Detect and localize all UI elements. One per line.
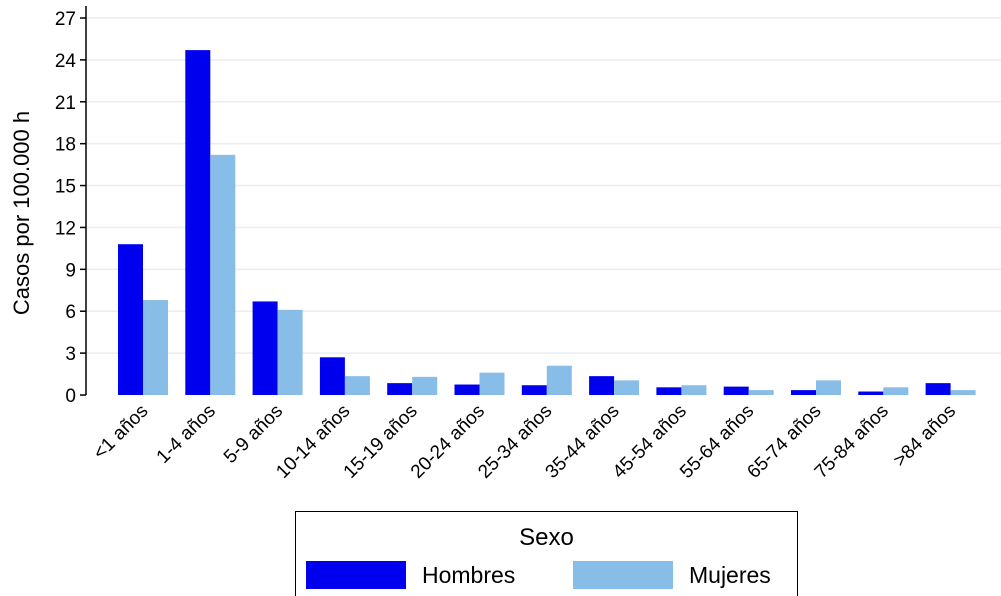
bar-mujeres [479, 372, 505, 395]
bar-hombres [925, 383, 951, 395]
legend-swatch-mujeres [573, 561, 673, 589]
y-tick-label: 21 [55, 93, 76, 114]
y-tick-label: 27 [55, 9, 76, 30]
legend-item-mujeres: Mujeres [573, 561, 771, 589]
x-tick-label: 1-4 años [153, 401, 220, 468]
x-tick-label: >84 años [890, 401, 961, 472]
bar-hombres [118, 244, 143, 395]
bar-hombres [858, 391, 884, 395]
legend-label-mujeres: Mujeres [689, 561, 771, 588]
legend-item-hombres: Hombres [306, 561, 515, 589]
y-tick-label: 24 [55, 51, 77, 72]
bars [118, 50, 976, 396]
bar-mujeres [412, 376, 438, 395]
y-axis-title: Casos por 100.000 h [9, 111, 34, 315]
y-tick-label: 15 [55, 177, 76, 198]
bar-hombres [589, 376, 615, 395]
legend-label-hombres: Hombres [422, 561, 516, 588]
y-tick-label: 3 [65, 344, 76, 365]
x-tick-label: 5-9 años [220, 401, 287, 468]
bar-mujeres [143, 300, 168, 395]
bar-hombres [791, 390, 816, 395]
bar-mujeres [748, 390, 774, 395]
bar-hombres [521, 385, 547, 395]
y-tick-label: 12 [55, 218, 76, 239]
bar-hombres [252, 301, 278, 395]
legend-swatch-hombres [306, 561, 406, 589]
bar-mujeres [277, 309, 303, 395]
legend: Sexo Hombres Mujeres [295, 511, 798, 596]
bar-hombres [319, 357, 345, 395]
bar-mujeres [681, 385, 707, 395]
bar-mujeres [950, 390, 976, 395]
bar-chart: 0 3 6 9 12 15 18 21 24 27 <1 años 1-4 años 5-9 años… [9, 6, 1001, 483]
bar-hombres [723, 386, 749, 395]
y-tick-label: 6 [65, 302, 76, 323]
y-tick-label: 9 [65, 260, 76, 281]
bar-hombres [454, 384, 480, 395]
bar-hombres [656, 387, 682, 395]
gridlines [86, 17, 1001, 354]
bar-hombres [387, 383, 413, 395]
bar-mujeres [883, 387, 909, 395]
x-tick-label: 75-84 años [811, 401, 893, 483]
legend-title: Sexo [519, 524, 574, 551]
bar-mujeres [546, 365, 572, 395]
bar-mujeres [614, 380, 640, 395]
x-tick-label: <1 años [89, 401, 152, 464]
y-ticks: 0 3 6 9 12 15 18 21 24 27 [55, 9, 86, 407]
bar-mujeres [816, 380, 841, 395]
y-tick-label: 0 [65, 386, 76, 407]
bar-mujeres [210, 154, 236, 395]
bar-mujeres [344, 376, 370, 395]
y-tick-label: 18 [55, 135, 76, 156]
bar-hombres [185, 50, 211, 396]
